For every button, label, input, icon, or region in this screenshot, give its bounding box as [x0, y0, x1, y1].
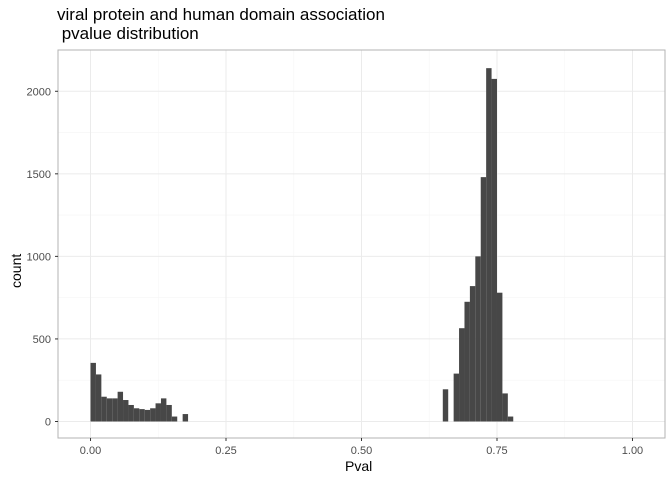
- y-tick-label: 0: [45, 416, 51, 428]
- histogram-bar: [112, 398, 118, 422]
- histogram-bar: [133, 408, 140, 422]
- histogram-bar: [155, 403, 161, 422]
- histogram-bar: [442, 389, 449, 422]
- x-tick-label: 0.50: [351, 445, 372, 457]
- histogram-bar: [464, 301, 470, 422]
- histogram-bar: [166, 404, 172, 422]
- histogram-bar: [144, 409, 151, 422]
- histogram-bar: [507, 416, 514, 422]
- histogram-bar: [496, 292, 503, 422]
- y-tick-label: 2000: [27, 86, 51, 98]
- histogram-bar: [480, 177, 487, 422]
- histogram-bar: [106, 398, 113, 422]
- histogram-bar: [491, 78, 497, 422]
- x-tick-label: 0.00: [80, 445, 101, 457]
- histogram-bar: [182, 414, 189, 422]
- y-tick-label: 500: [33, 334, 51, 346]
- x-axis-title: Pval: [345, 458, 373, 474]
- chart-title-line-2: pvalue distribution: [57, 24, 199, 43]
- histogram-bar: [453, 373, 460, 422]
- chart-title-line-1: viral protein and human domain associati…: [57, 5, 385, 24]
- histogram-bar: [150, 408, 156, 422]
- y-axis-title: count: [8, 253, 24, 288]
- histogram-bar: [475, 256, 481, 422]
- x-tick-label: 1.00: [622, 445, 643, 457]
- x-tick-label: 0.25: [215, 445, 236, 457]
- histogram-bar: [139, 409, 145, 422]
- histogram-bar: [90, 362, 96, 422]
- histogram-bar: [123, 400, 129, 422]
- histogram-bar: [171, 416, 178, 422]
- histogram-bar: [117, 391, 124, 422]
- histogram-bar: [160, 398, 167, 422]
- histogram-bar: [101, 396, 107, 422]
- histogram-bar: [459, 328, 465, 422]
- histogram-bar: [486, 68, 492, 422]
- histogram-bar: [469, 286, 476, 422]
- x-tick-label: 0.75: [486, 445, 507, 457]
- y-tick-label: 1000: [27, 251, 51, 263]
- histogram-bar: [128, 404, 134, 422]
- histogram-bar: [95, 374, 102, 422]
- histogram-bar: [502, 393, 508, 422]
- y-tick-label: 1500: [27, 169, 51, 181]
